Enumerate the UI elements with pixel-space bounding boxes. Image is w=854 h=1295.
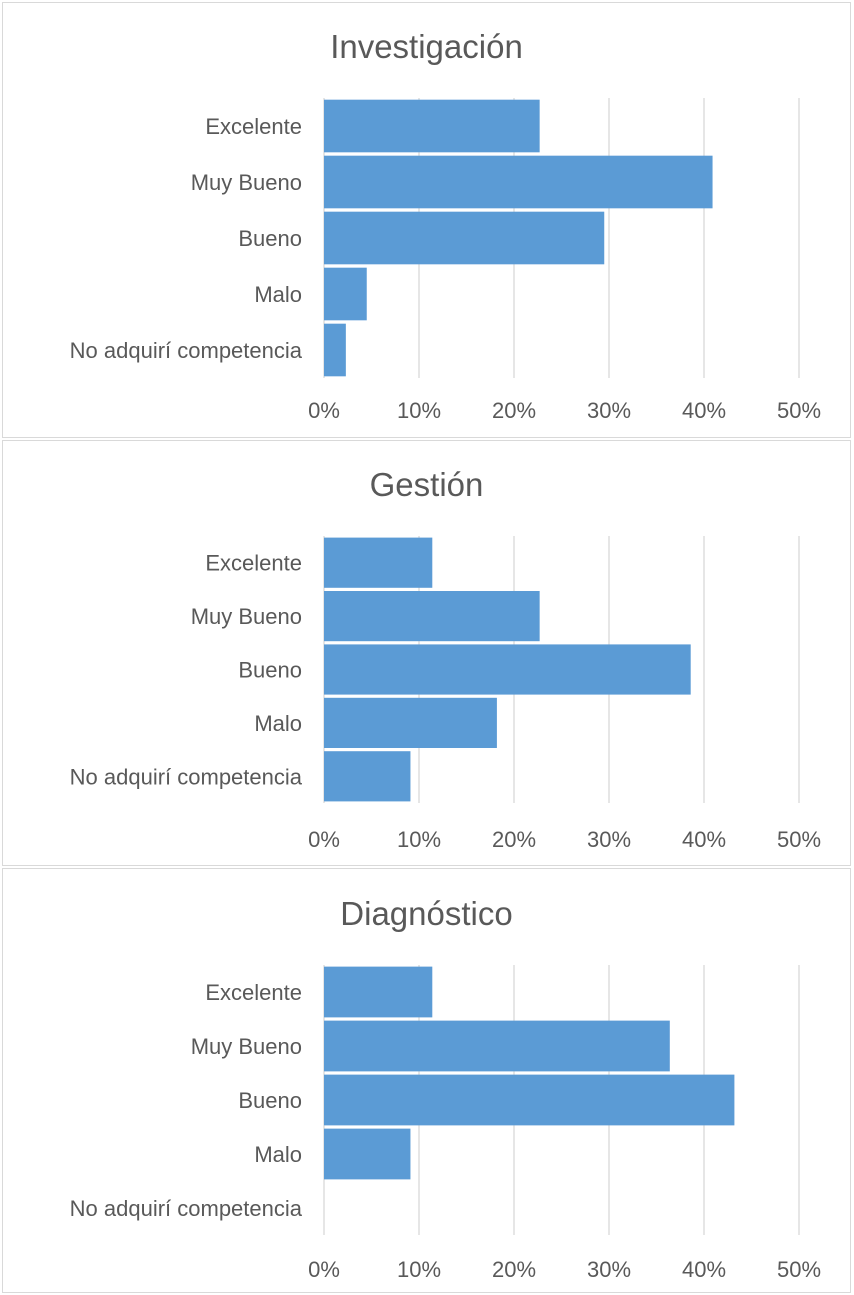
- category-label: Excelente: [205, 551, 302, 576]
- category-label: Excelente: [205, 114, 302, 139]
- category-label: Excelente: [205, 980, 302, 1005]
- chart-panel-diagnostico: Diagnóstico 0% 10% 20% 30% 40% 50% Excelente Muy…: [2, 868, 851, 1293]
- x-tick-label: 10%: [397, 827, 441, 852]
- category-label: Bueno: [238, 1088, 302, 1113]
- x-tick-label: 30%: [587, 827, 631, 852]
- x-tick-label: 0%: [308, 827, 340, 852]
- x-tick-label: 40%: [682, 1257, 726, 1282]
- chart-gestion: Gestión 0% 10% 20% 30% 40% 50% Excelente Muy Bue…: [70, 466, 821, 852]
- bar-malo: [324, 1128, 411, 1180]
- x-tick-label: 0%: [308, 398, 340, 423]
- category-label: Muy Bueno: [191, 1034, 302, 1059]
- chart-title: Gestión: [370, 466, 484, 503]
- bar-excelente: [324, 966, 433, 1018]
- bar-no-adquiri-competencia: [324, 323, 346, 377]
- bar-bueno: [324, 1074, 735, 1126]
- x-tick-label: 10%: [397, 1257, 441, 1282]
- x-tick-label: 30%: [587, 1257, 631, 1282]
- x-tick-label: 30%: [587, 398, 631, 423]
- x-tick-label: 20%: [492, 827, 536, 852]
- bar-muy-bueno: [324, 1020, 670, 1072]
- x-tick-label: 20%: [492, 1257, 536, 1282]
- bar-muy-bueno: [324, 591, 540, 642]
- chart-title: Diagnóstico: [340, 895, 512, 932]
- chart-diagnostico: Diagnóstico 0% 10% 20% 30% 40% 50% Excelente Muy…: [70, 895, 821, 1282]
- category-label: Malo: [254, 711, 302, 736]
- chart-investigacion: Investigación 0% 10% 20% 30% 40% 50% Excelente M…: [70, 28, 821, 423]
- bar-excelente: [324, 99, 540, 153]
- chart-panel-gestion: Gestión 0% 10% 20% 30% 40% 50% Excelente Muy Bue…: [2, 440, 851, 866]
- x-tick-label: 40%: [682, 827, 726, 852]
- category-label: No adquirí competencia: [70, 764, 303, 789]
- bar-malo: [324, 697, 497, 748]
- bar-bueno: [324, 211, 605, 265]
- category-label: No adquirí competencia: [70, 338, 303, 363]
- x-tick-label: 0%: [308, 1257, 340, 1282]
- bar-no-adquiri-competencia: [324, 751, 411, 802]
- bar-malo: [324, 267, 367, 321]
- category-label: Bueno: [238, 226, 302, 251]
- chart-panel-investigacion: Investigación 0% 10% 20% 30% 40% 50% Excelente M…: [2, 2, 851, 438]
- bar-bueno: [324, 644, 691, 695]
- chart-title: Investigación: [330, 28, 523, 65]
- x-tick-label: 50%: [777, 1257, 821, 1282]
- category-label: Bueno: [238, 658, 302, 683]
- category-label: No adquirí competencia: [70, 1196, 303, 1221]
- x-tick-label: 40%: [682, 398, 726, 423]
- x-tick-label: 50%: [777, 827, 821, 852]
- x-tick-label: 10%: [397, 398, 441, 423]
- category-label: Malo: [254, 1142, 302, 1167]
- category-label: Muy Bueno: [191, 170, 302, 195]
- bar-muy-bueno: [324, 155, 713, 209]
- category-label: Muy Bueno: [191, 604, 302, 629]
- x-tick-label: 50%: [777, 398, 821, 423]
- category-label: Malo: [254, 282, 302, 307]
- x-tick-label: 20%: [492, 398, 536, 423]
- bar-excelente: [324, 537, 433, 588]
